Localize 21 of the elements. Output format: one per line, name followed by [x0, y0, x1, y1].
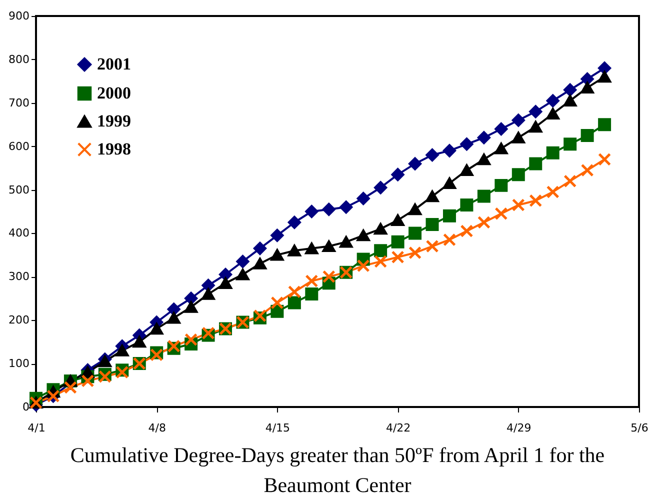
y-tick-label: 200: [8, 314, 30, 327]
x-tick-label: 5/6: [630, 422, 648, 434]
legend-label: 2001: [97, 54, 131, 74]
legend-label: 1998: [97, 140, 131, 158]
text: Cumulative Degree-Days greater than 50ºF from April 1 for the Beaumont Center: [70, 443, 605, 497]
x-tick-label: 4/29: [506, 422, 532, 434]
y-tick-label: 400: [8, 226, 30, 240]
y-tick-label: 600: [8, 140, 30, 153]
legend-label: 1999: [97, 112, 131, 130]
y-tick-label: 500: [8, 183, 30, 196]
y-tick-label: 300: [8, 270, 30, 284]
x-tick-label: 4/8: [148, 422, 166, 434]
y-tick-label: 100: [8, 357, 30, 370]
y-tick-label: 800: [8, 52, 30, 66]
x-tick-label: 4/15: [265, 422, 290, 434]
legend-label: 2000: [97, 84, 131, 102]
y-tick-label: 700: [8, 96, 30, 110]
x-tick-label: 4/22: [386, 422, 411, 434]
y-tick-label: 0: [22, 400, 30, 414]
y-tick-label: 900: [8, 10, 30, 22]
x-tick-label: 4/1: [28, 422, 46, 434]
